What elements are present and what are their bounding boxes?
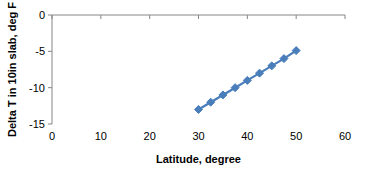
x-tick-label: 0 [49,130,55,142]
x-tick [345,15,346,19]
x-axis-title: Latitude, degree [156,153,241,165]
x-tick-label: 50 [290,130,302,142]
chart-container: -15 -10 -5 0 0 10 20 30 40 50 60 Latitude, degree De… [0,0,390,189]
data-point [195,105,203,113]
plot-area [195,47,301,114]
data-point [219,91,227,99]
y-tick-label: -10 [29,82,45,94]
x-tick [149,15,150,19]
y-tick-label: -15 [29,118,45,130]
x-tick-label: 30 [192,130,204,142]
x-tick-label: 60 [339,130,351,142]
y-axis-title: Delta T in 10in slab, deg F [6,2,18,137]
y-tick [48,124,52,125]
x-tick-label: 40 [241,130,253,142]
x-tick-label: 10 [95,130,107,142]
y-tick-label: -5 [35,45,45,57]
x-tick [52,15,53,19]
series-line [199,51,297,110]
y-tick [48,87,52,88]
data-point [280,55,288,63]
data-point [292,47,300,55]
y-axis [52,15,53,124]
data-point [207,98,215,106]
x-tick-label: 20 [144,130,156,142]
y-tick [48,51,52,52]
x-tick [296,15,297,19]
x-tick [100,15,101,19]
y-tick-label: 0 [39,9,45,21]
data-point [243,76,251,84]
y-tick [48,15,52,16]
data-point [256,69,264,77]
chart-svg: -15 -10 -5 0 0 10 20 30 40 50 60 Latitude, degree De… [0,0,390,189]
data-point [231,84,239,92]
x-tick [198,15,199,19]
x-tick [247,15,248,19]
data-point [268,62,276,70]
